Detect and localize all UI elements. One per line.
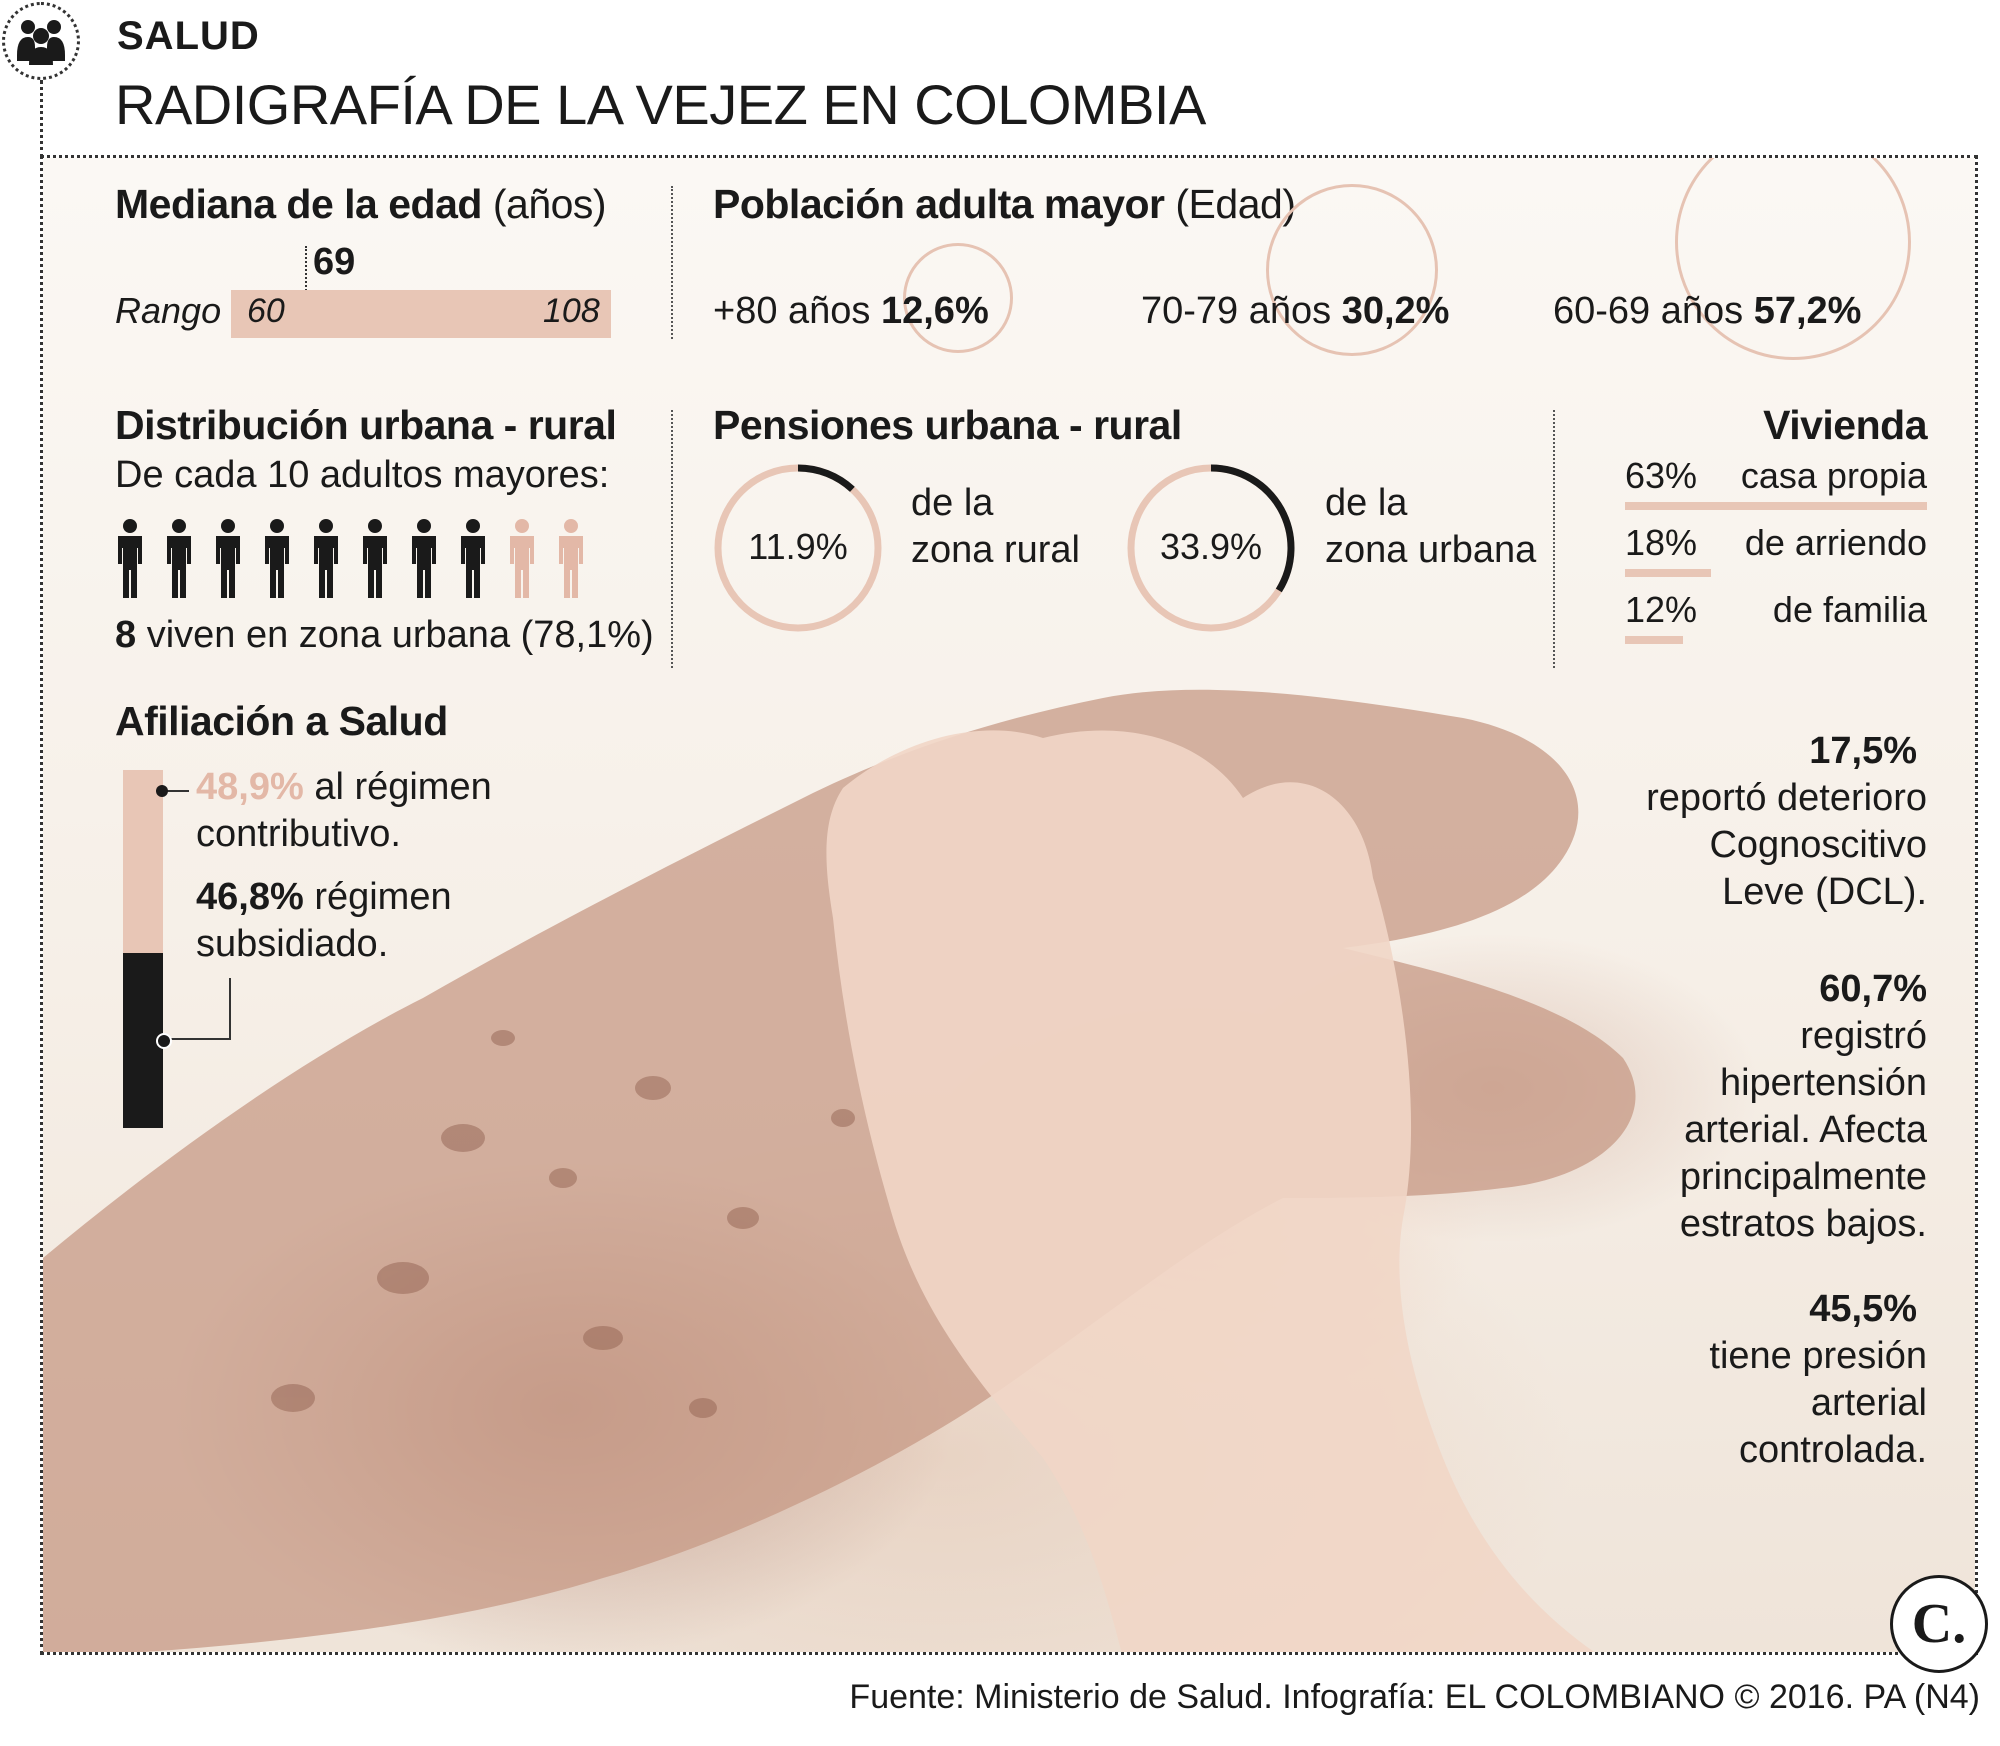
distribucion-subtitle: De cada 10 adultos mayores: xyxy=(115,454,610,496)
person-urban-icon xyxy=(213,518,243,600)
person-urban-icon xyxy=(409,518,439,600)
stat-dcl: 17,5% reportó deterioro Cognoscitivo Leve … xyxy=(1646,730,1927,913)
poblacion-60: 60-69 años 57,2% xyxy=(1553,290,1862,332)
vivienda-pct: 63% xyxy=(1625,455,1698,496)
range-max: 108 xyxy=(543,292,600,330)
subsidiado-leader xyxy=(161,978,231,1040)
range-label: Rango xyxy=(115,290,222,331)
range-bar xyxy=(231,290,611,338)
infographic-frame: Mediana de la edad (años) 69 Rango 60 10… xyxy=(40,155,1978,1655)
vivienda-bar xyxy=(1625,502,1927,510)
ring-80 xyxy=(903,243,1013,353)
contributivo-text: 48,9% al régimen contributivo. xyxy=(196,766,492,855)
people-icon xyxy=(17,20,65,65)
vivienda-bar xyxy=(1625,636,1683,644)
person-urban-icon xyxy=(115,518,145,600)
person-rural-icon xyxy=(507,518,537,600)
pension-urban-label: de la zona urbana xyxy=(1325,482,1537,571)
poblacion-70: 70-79 años 30,2% xyxy=(1141,290,1450,332)
afiliacion-title: Afiliación a Salud xyxy=(115,698,448,744)
section-icon xyxy=(2,2,80,80)
distribucion-caption: 8 viven en zona urbana (78,1%) xyxy=(115,614,654,656)
ring-60 xyxy=(1675,158,1911,360)
pension-urban-value: 33.9% xyxy=(1159,526,1263,567)
vivienda-label: de familia xyxy=(1772,589,1927,630)
person-urban-icon xyxy=(311,518,341,600)
hands-photo xyxy=(43,158,1975,1652)
subsidiado-text: 46,8% régimen subsidiado. xyxy=(196,876,452,965)
pension-rural-donut xyxy=(714,464,882,632)
donut-value-arc xyxy=(1210,464,1295,593)
vivienda-label: casa propia xyxy=(1740,455,1927,496)
person-urban-icon xyxy=(262,518,292,600)
poblacion-80: +80 años 12,6% xyxy=(713,290,989,332)
vivienda-title: Vivienda xyxy=(1763,402,1927,448)
section-label: SALUD xyxy=(117,14,260,58)
page-title: RADIGRAFÍA DE LA VEJEZ EN COLOMBIA xyxy=(115,73,1206,136)
contributivo-bar xyxy=(123,770,163,953)
vivienda-pct: 12% xyxy=(1625,589,1698,630)
contributivo-leader xyxy=(161,790,189,792)
pension-rural-value: 11.9% xyxy=(748,526,848,567)
vivienda-bar xyxy=(1625,569,1711,577)
pension-urban-donut xyxy=(1127,464,1295,632)
pensiones-title: Pensiones urbana - rural xyxy=(713,402,1182,448)
connector-line xyxy=(40,80,43,158)
range-min: 60 xyxy=(247,292,285,330)
person-urban-icon xyxy=(360,518,390,600)
distribucion-title: Distribución urbana - rural xyxy=(115,402,617,448)
subsidiado-dot xyxy=(156,1033,172,1049)
stat-presion: 45,5% tiene presión arterial controlada. xyxy=(1709,1288,1927,1471)
ring-70 xyxy=(1266,184,1438,356)
divider xyxy=(1553,410,1555,668)
pension-rural-label: de la zona rural xyxy=(911,482,1080,571)
poblacion-title: Población adulta mayor (Edad) xyxy=(713,181,1296,227)
person-urban-icon xyxy=(458,518,488,600)
vivienda-pct: 18% xyxy=(1625,522,1698,563)
person-urban-icon xyxy=(164,518,194,600)
divider xyxy=(671,186,673,339)
contributivo-dot xyxy=(156,785,168,797)
mediana-title: Mediana de la edad (años) xyxy=(115,181,607,227)
donut-value-arc xyxy=(797,464,855,492)
el-colombiano-logo: C. xyxy=(1890,1575,1988,1673)
divider xyxy=(671,410,673,668)
vivienda-label: de arriendo xyxy=(1744,522,1927,563)
person-rural-icon xyxy=(556,518,586,600)
people-pictogram xyxy=(115,518,655,608)
median-value: 69 xyxy=(313,241,356,283)
stat-hipertension: 60,7% registró hipertensión arterial. Afec… xyxy=(1679,968,1927,1245)
source-credit: Fuente: Ministerio de Salud. Infografía:… xyxy=(849,1678,1980,1716)
